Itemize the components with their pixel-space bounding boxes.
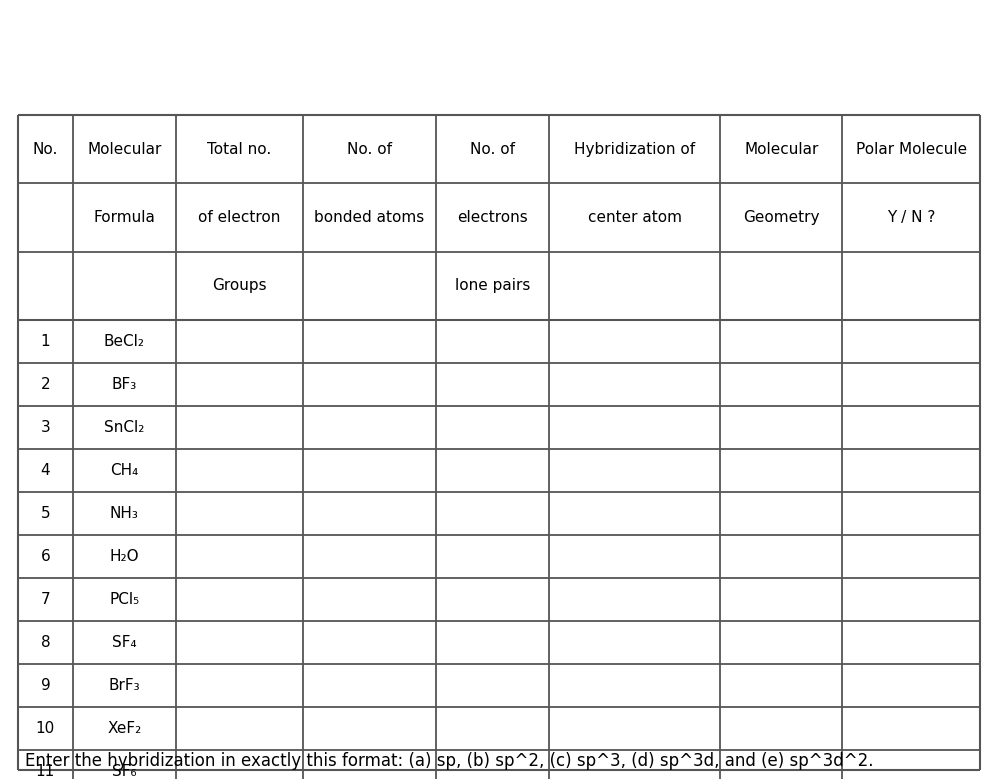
Text: SF₆: SF₆ (112, 764, 137, 779)
Text: Polar Molecule: Polar Molecule (856, 142, 967, 157)
Text: lone pairs: lone pairs (455, 278, 529, 294)
Text: CH₄: CH₄ (110, 463, 139, 478)
Text: 6: 6 (41, 549, 50, 564)
Text: No.: No. (33, 142, 58, 157)
Text: PCl₅: PCl₅ (109, 592, 140, 607)
Text: 5: 5 (41, 506, 50, 521)
Text: BeCl₂: BeCl₂ (104, 334, 145, 349)
Text: BrF₃: BrF₃ (109, 678, 140, 693)
Text: electrons: electrons (457, 210, 527, 225)
Text: 1: 1 (41, 334, 50, 349)
Text: Hybridization of: Hybridization of (574, 142, 695, 157)
Text: SnCl₂: SnCl₂ (104, 420, 145, 435)
Text: NH₃: NH₃ (110, 506, 139, 521)
Text: XeF₂: XeF₂ (107, 721, 142, 736)
Text: 9: 9 (41, 678, 50, 693)
Text: Y / N ?: Y / N ? (887, 210, 935, 225)
Text: Formula: Formula (93, 210, 155, 225)
Text: of electron: of electron (198, 210, 281, 225)
Text: 4: 4 (41, 463, 50, 478)
Text: SF₄: SF₄ (112, 635, 137, 650)
Text: Molecular: Molecular (87, 142, 162, 157)
Text: Groups: Groups (212, 278, 267, 294)
Text: H₂O: H₂O (110, 549, 139, 564)
Text: No. of: No. of (347, 142, 392, 157)
Text: 8: 8 (41, 635, 50, 650)
Text: 3: 3 (41, 420, 50, 435)
Text: 11: 11 (36, 764, 55, 779)
Text: 2: 2 (41, 377, 50, 392)
Text: Geometry: Geometry (743, 210, 819, 225)
Text: 10: 10 (36, 721, 55, 736)
Text: Total no.: Total no. (207, 142, 272, 157)
Text: Enter the hybridization in exactly this format: (a) sp, (b) sp^2, (c) sp^3, (d) : Enter the hybridization in exactly this … (25, 752, 873, 770)
Text: center atom: center atom (587, 210, 681, 225)
Text: No. of: No. of (470, 142, 514, 157)
Text: 7: 7 (41, 592, 50, 607)
Text: BF₃: BF₃ (112, 377, 137, 392)
Text: Molecular: Molecular (744, 142, 818, 157)
Text: bonded atoms: bonded atoms (314, 210, 425, 225)
